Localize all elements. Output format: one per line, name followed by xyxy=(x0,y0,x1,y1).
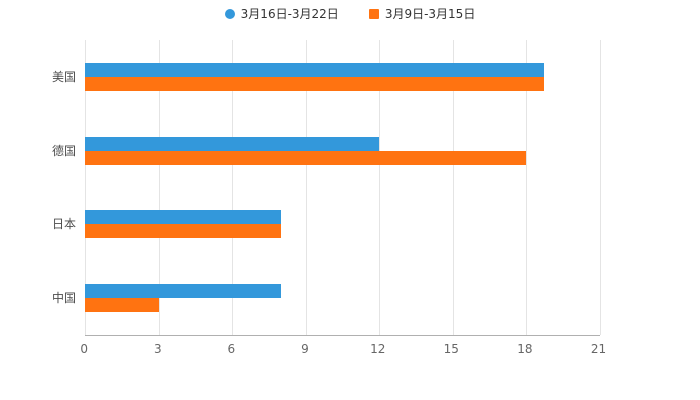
gridline xyxy=(305,40,307,335)
x-tick-label: 15 xyxy=(443,342,459,356)
gridline xyxy=(232,40,234,335)
legend-item-week-mar16-22[interactable]: 3月16日-3月22日 xyxy=(224,7,339,21)
bar-series1-cat1 xyxy=(85,62,544,77)
legend-label-week-mar9-15: 3月9日-3月15日 xyxy=(384,7,476,21)
gridline xyxy=(600,40,601,335)
x-tick-label: 12 xyxy=(370,342,386,356)
gridline xyxy=(379,40,381,335)
x-tick-label: 0 xyxy=(80,342,89,356)
y-category-label: 中国 xyxy=(51,291,76,306)
gridline xyxy=(526,40,528,335)
y-axis-labels: 美国 德国 日本 中国 xyxy=(0,40,76,335)
x-tick-label: 21 xyxy=(590,342,607,356)
legend-marker-orange-icon xyxy=(368,9,379,19)
x-tick-label: 18 xyxy=(517,342,533,356)
x-tick-label: 6 xyxy=(227,342,236,356)
gridline xyxy=(158,40,160,335)
chart-legend: 3月16日-3月22日 3月9日-3月15日 xyxy=(0,8,700,20)
bar-series2-cat3 xyxy=(85,224,282,239)
x-tick-label: 9 xyxy=(301,342,309,356)
bar-series1-cat2 xyxy=(85,136,380,151)
bar-series2-cat1 xyxy=(85,76,544,91)
legend-marker-blue-icon xyxy=(224,9,235,19)
y-category-label: 美国 xyxy=(51,69,76,84)
y-category-label: 德国 xyxy=(51,143,76,158)
legend-item-week-mar9-15[interactable]: 3月9日-3月15日 xyxy=(368,7,476,21)
bar-series1-cat4 xyxy=(85,284,282,299)
y-category-label: 日本 xyxy=(51,217,76,232)
gridline xyxy=(452,40,454,335)
bar-series2-cat2 xyxy=(85,150,527,165)
legend-label-week-mar16-22: 3月16日-3月22日 xyxy=(240,7,339,21)
plot-area: 0 3 6 9 12 15 18 21 xyxy=(80,40,606,356)
x-tick-label: 3 xyxy=(153,342,162,356)
gridline xyxy=(85,40,86,335)
bar-series2-cat4 xyxy=(85,298,159,313)
bar-series1-cat3 xyxy=(85,210,282,225)
